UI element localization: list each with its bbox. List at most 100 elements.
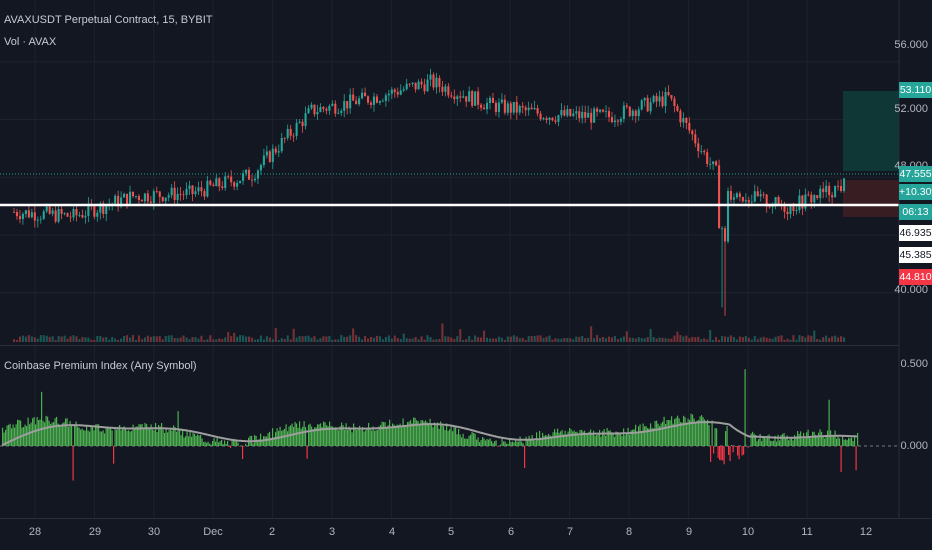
volume-bar	[512, 335, 515, 342]
premium-bar	[188, 436, 190, 446]
symbol-title[interactable]: AVAXUSDT Perpetual Contract, 15, BYBIT	[4, 14, 213, 26]
candle-body	[227, 176, 230, 178]
candle-body	[236, 183, 239, 187]
volume-bars	[12, 323, 846, 342]
premium-bar	[417, 421, 419, 446]
candle-body	[292, 135, 295, 137]
premium-bar	[773, 440, 775, 446]
premium-bar	[302, 426, 304, 446]
premium-bar	[605, 435, 607, 446]
premium-bar	[228, 446, 230, 447]
candle-body	[280, 138, 283, 152]
premium-bar	[380, 424, 382, 446]
premium-bar	[324, 422, 326, 446]
time-label-8: 8	[625, 526, 633, 538]
volume-bar	[12, 339, 16, 342]
premium-moving-average	[1, 421, 858, 447]
premium-bar	[470, 434, 472, 446]
candle-body	[352, 94, 355, 101]
candle-body	[521, 105, 524, 108]
premium-bar	[627, 427, 629, 446]
candle-body	[643, 97, 646, 101]
candle-body	[209, 180, 212, 185]
premium-bar	[725, 431, 727, 446]
volume-bar	[63, 335, 66, 342]
premium-bar	[54, 418, 56, 446]
premium-bar	[308, 424, 310, 446]
premium-bar	[129, 431, 131, 446]
premium-bar	[359, 425, 361, 446]
volume-bar	[741, 337, 744, 342]
premium-bar	[563, 434, 565, 446]
volume-bar	[298, 336, 301, 342]
premium-bar	[212, 441, 214, 446]
premium-bar	[752, 431, 754, 446]
premium-bar	[219, 441, 221, 446]
premium-bar	[414, 417, 416, 446]
candle-body	[619, 118, 622, 122]
indicator-label-0: 0.000	[900, 440, 928, 452]
premium-bar	[444, 430, 446, 446]
premium-bar	[810, 438, 812, 446]
candle-body	[245, 169, 248, 174]
premium-bar	[305, 427, 307, 446]
volume-bar	[128, 337, 132, 342]
premium-bar	[506, 443, 508, 446]
premium-bar	[407, 421, 409, 446]
volume-bar	[593, 338, 596, 342]
candle-body	[310, 104, 313, 109]
premium-bar	[384, 422, 386, 446]
premium-bar	[500, 444, 502, 446]
premium-bar	[719, 446, 721, 461]
volume-legend[interactable]: Vol · AVAX	[4, 36, 57, 48]
candle-body	[158, 191, 161, 197]
premium-bar	[56, 416, 58, 446]
premium-bar	[590, 429, 592, 446]
volume-bar	[87, 337, 90, 342]
volume-bar	[236, 336, 239, 342]
indicator-legend[interactable]: Coinbase Premium Index (Any Symbol)	[4, 360, 197, 372]
volume-bar	[390, 338, 393, 342]
volume-bar	[715, 336, 718, 342]
candle-body	[271, 148, 274, 162]
candle-body	[197, 187, 200, 192]
candle-body	[247, 169, 251, 180]
volume-bar	[140, 339, 143, 342]
premium-bar	[140, 424, 142, 446]
volume-bar	[682, 336, 685, 342]
volume-bar	[792, 335, 795, 342]
premium-bar	[234, 439, 236, 446]
candle-body	[813, 195, 816, 203]
candle-body	[613, 120, 616, 123]
premium-bar	[422, 420, 424, 446]
premium-bar	[165, 428, 167, 446]
premium-bar	[44, 422, 46, 446]
premium-bar	[158, 425, 160, 446]
premium-bar	[606, 428, 608, 446]
time-label-dec: Dec	[203, 526, 223, 538]
premium-bar	[413, 417, 415, 446]
volume-bar	[816, 339, 819, 342]
premium-bar	[833, 435, 835, 446]
premium-bar	[38, 420, 40, 446]
candle-body	[268, 151, 271, 162]
premium-bar	[65, 418, 67, 446]
volume-bar	[295, 337, 298, 342]
premium-bar	[26, 426, 28, 446]
premium-bar	[741, 446, 743, 456]
candle-body	[483, 107, 486, 110]
volume-bar	[789, 339, 792, 342]
candle-body	[212, 184, 215, 187]
premium-bar	[660, 423, 662, 446]
candle-body	[480, 104, 483, 108]
premium-bar	[114, 428, 116, 446]
premium-bar	[18, 419, 20, 446]
time-label-12: 12	[859, 526, 873, 538]
volume-bar	[30, 336, 33, 342]
candle-body	[78, 215, 81, 216]
premium-bar	[582, 431, 584, 446]
candle-body	[21, 213, 24, 220]
volume-bar	[381, 339, 384, 342]
candle-body	[786, 211, 789, 215]
